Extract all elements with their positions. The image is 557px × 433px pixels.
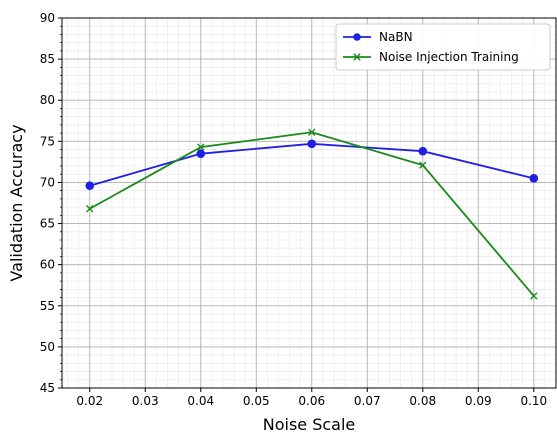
legend-item: Noise Injection Training	[343, 50, 519, 64]
legend-box	[335, 23, 551, 71]
y-tick-label: 90	[40, 11, 55, 25]
data-point	[418, 146, 428, 156]
y-tick-label: 55	[40, 299, 55, 313]
x-tick-label: 0.06	[298, 394, 325, 408]
data-point	[196, 149, 206, 158]
x-tick-label: 0.09	[465, 394, 492, 408]
y-tick-label: 60	[40, 258, 55, 272]
y-tick-label: 45	[40, 381, 55, 395]
legend-marker	[353, 33, 361, 41]
legend: NaBN Noise Injection Training	[335, 23, 551, 71]
x-tick-label: 0.10	[520, 394, 547, 408]
x-tick-label: 0.03	[132, 394, 159, 408]
y-tick-label: 85	[40, 52, 55, 66]
legend-item: NaBN	[343, 30, 413, 44]
data-point	[197, 143, 205, 151]
x-tick-label: 0.07	[354, 394, 381, 408]
axes	[58, 17, 557, 392]
x-tick-label: 0.08	[409, 394, 436, 408]
data-point-stroke	[197, 143, 205, 151]
plot-frame	[61, 17, 557, 389]
y-tick-label: 70	[40, 175, 55, 189]
y-tick-label: 80	[40, 93, 55, 107]
x-tick-label: 0.02	[76, 394, 103, 408]
data-point	[307, 139, 317, 149]
legend-label: Noise Injection Training	[379, 50, 519, 64]
data-point	[529, 174, 539, 183]
data-point-stroke	[530, 292, 538, 300]
y-tick-label: 65	[40, 217, 55, 231]
data-point	[308, 128, 316, 136]
data-point	[86, 205, 94, 213]
data-point-stroke	[86, 205, 94, 213]
y-tick-label: 50	[40, 340, 55, 354]
series-layer	[85, 128, 539, 300]
legend-label: NaBN	[379, 30, 413, 44]
data-point-stroke	[308, 128, 316, 136]
legend-marker	[353, 53, 361, 61]
y-tick-label: 75	[40, 134, 55, 148]
x-tick-label: 0.05	[243, 394, 270, 408]
x-axis-label: Noise Scale	[263, 415, 356, 433]
data-point	[530, 292, 538, 300]
major-grid	[62, 17, 556, 389]
data-point	[419, 161, 427, 169]
x-tick-label: 0.04	[187, 394, 214, 408]
tick-labels: 0.02 0.03 0.04 0.05 0.06 0.07 0.08 0.09 0.10 45 50…	[40, 11, 547, 408]
y-axis-label: Validation Accuracy	[7, 124, 26, 281]
minor-grid	[62, 17, 557, 389]
data-point	[85, 181, 95, 191]
data-point-stroke	[419, 161, 427, 169]
